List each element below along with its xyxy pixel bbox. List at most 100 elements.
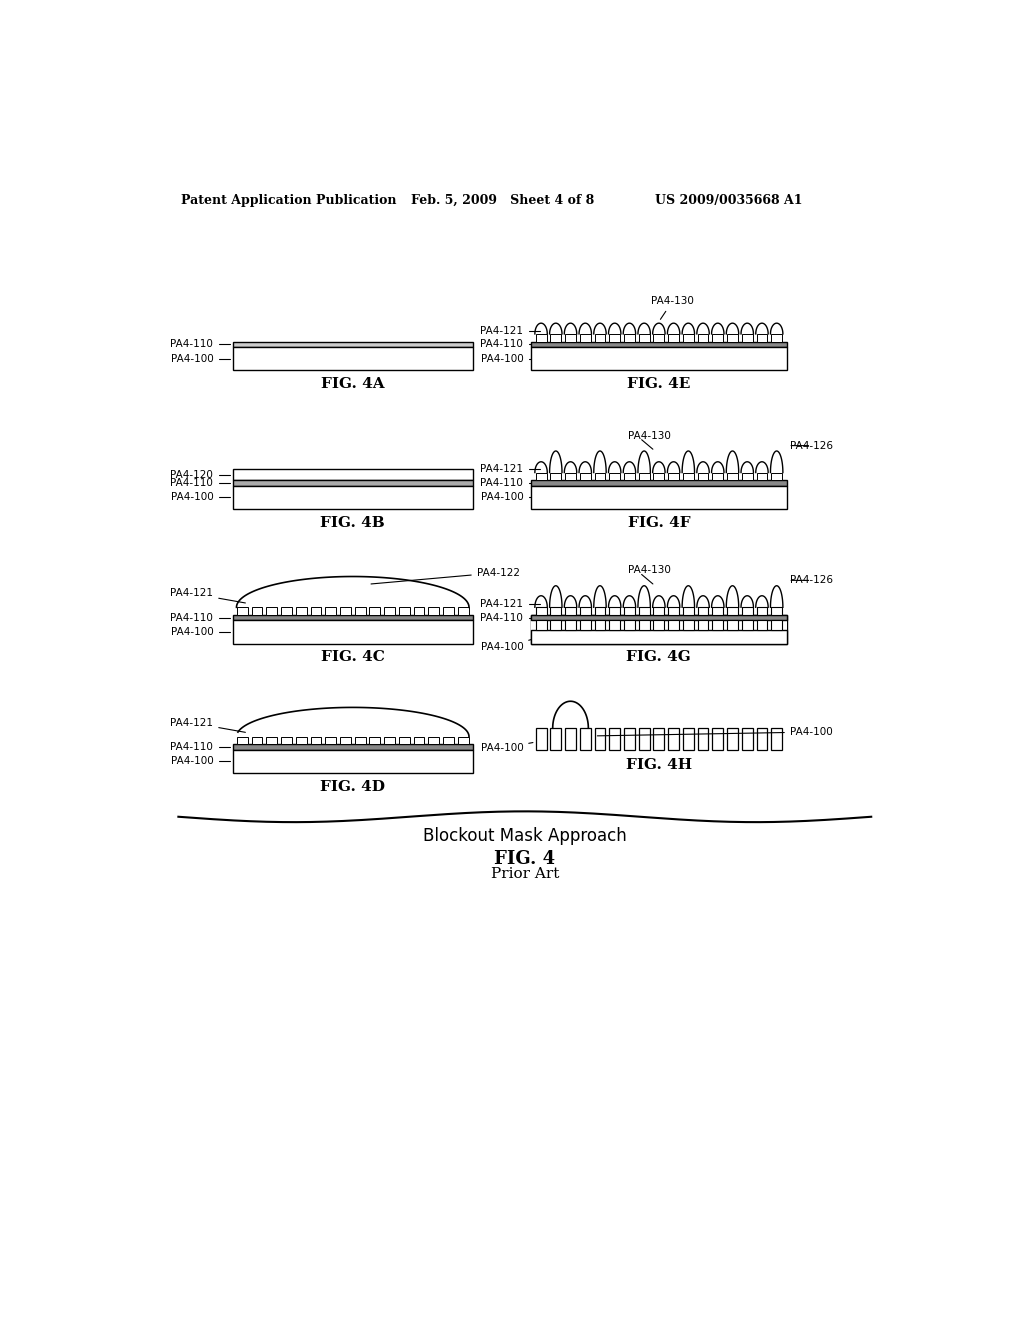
Bar	[757, 334, 767, 342]
Bar	[565, 729, 575, 750]
Bar	[237, 607, 248, 615]
Bar	[399, 737, 410, 744]
Bar	[550, 607, 561, 615]
Bar	[713, 620, 723, 630]
Bar	[428, 607, 439, 615]
Text: PA4-122: PA4-122	[371, 568, 520, 583]
Bar	[653, 729, 665, 750]
Bar	[550, 334, 561, 342]
Bar	[531, 630, 786, 644]
Text: Patent Application Publication: Patent Application Publication	[180, 194, 396, 207]
Bar	[639, 607, 649, 615]
Text: PA4-100: PA4-100	[171, 627, 229, 638]
Bar	[683, 607, 693, 615]
Bar	[609, 607, 621, 615]
Bar	[232, 486, 473, 508]
Text: PA4-110: PA4-110	[170, 339, 229, 350]
Bar	[653, 473, 665, 480]
Bar	[531, 486, 786, 508]
Text: FIG. 4E: FIG. 4E	[627, 378, 690, 391]
Bar	[536, 620, 547, 630]
Text: PA4-100: PA4-100	[171, 756, 229, 767]
Bar	[384, 737, 395, 744]
Bar	[232, 615, 473, 620]
Text: PA4-100: PA4-100	[171, 354, 229, 363]
Bar	[713, 334, 723, 342]
Bar	[531, 342, 786, 347]
Bar	[771, 334, 782, 342]
Bar	[713, 729, 723, 750]
Bar	[697, 620, 709, 630]
Text: PA4-110: PA4-110	[480, 339, 531, 350]
Bar	[697, 473, 709, 480]
Bar	[281, 607, 292, 615]
Text: PA4-126: PA4-126	[790, 441, 833, 450]
Bar	[340, 737, 351, 744]
Bar	[232, 480, 473, 486]
Bar	[310, 607, 322, 615]
Bar	[757, 620, 767, 630]
Text: PA4-100: PA4-100	[480, 492, 531, 502]
Text: FIG. 4A: FIG. 4A	[321, 378, 385, 391]
Bar	[713, 607, 723, 615]
Text: FIG. 4D: FIG. 4D	[321, 780, 385, 793]
Bar	[697, 607, 709, 615]
Bar	[757, 607, 767, 615]
Bar	[771, 620, 782, 630]
Bar	[757, 729, 767, 750]
Bar	[727, 729, 738, 750]
Bar	[414, 737, 424, 744]
Text: PA4-121: PA4-121	[480, 326, 540, 335]
Bar	[624, 607, 635, 615]
Bar	[595, 620, 605, 630]
Text: FIG. 4: FIG. 4	[495, 850, 555, 869]
Bar	[639, 334, 649, 342]
Bar	[683, 729, 693, 750]
Text: PA4-121: PA4-121	[480, 465, 540, 474]
Bar	[531, 615, 786, 620]
Bar	[443, 607, 454, 615]
Bar	[580, 620, 591, 630]
Bar	[771, 607, 782, 615]
Bar	[595, 334, 605, 342]
Bar	[232, 347, 473, 370]
Bar	[266, 737, 278, 744]
Text: PA4-110: PA4-110	[170, 478, 229, 488]
Bar	[771, 473, 782, 480]
Bar	[536, 473, 547, 480]
Text: PA4-100: PA4-100	[171, 492, 229, 502]
Bar	[565, 607, 575, 615]
Bar	[580, 473, 591, 480]
Bar	[232, 744, 473, 750]
Bar	[252, 737, 262, 744]
Bar	[683, 607, 693, 615]
Text: PA4-130: PA4-130	[628, 565, 671, 576]
Bar	[531, 480, 786, 486]
Bar	[609, 620, 621, 630]
Bar	[266, 607, 278, 615]
Text: PA4-100: PA4-100	[480, 640, 531, 652]
Bar	[683, 620, 693, 630]
Bar	[326, 737, 336, 744]
Bar	[565, 334, 575, 342]
Bar	[624, 334, 635, 342]
Bar	[565, 473, 575, 480]
Bar	[399, 607, 410, 615]
Bar	[580, 334, 591, 342]
Bar	[232, 750, 473, 774]
Bar	[639, 620, 649, 630]
Text: FIG. 4C: FIG. 4C	[321, 651, 385, 664]
Bar	[340, 607, 351, 615]
Bar	[550, 729, 561, 750]
Text: FIG. 4B: FIG. 4B	[321, 516, 385, 529]
Bar	[624, 729, 635, 750]
Bar	[354, 607, 366, 615]
Bar	[326, 607, 336, 615]
Bar	[741, 607, 753, 615]
Bar	[536, 607, 547, 615]
Bar	[609, 607, 621, 615]
Text: PA4-121: PA4-121	[480, 599, 540, 610]
Bar	[595, 473, 605, 480]
Bar	[531, 347, 786, 370]
Bar	[624, 620, 635, 630]
